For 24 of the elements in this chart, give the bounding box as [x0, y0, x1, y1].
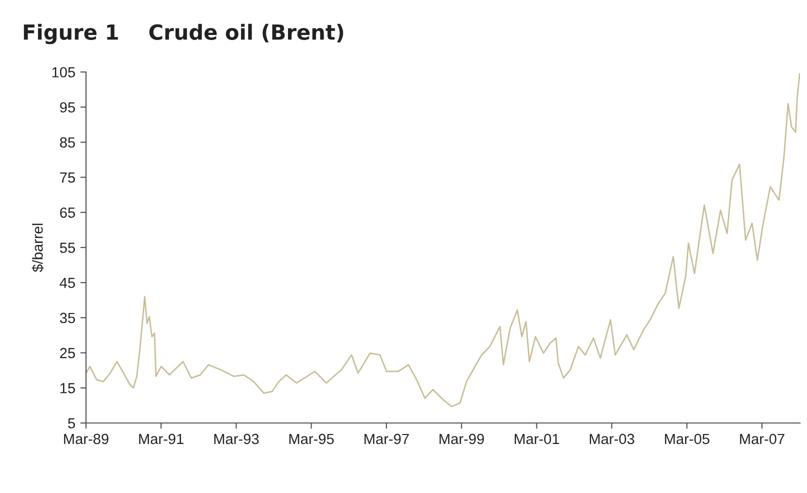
y-tick-label: 5 — [68, 418, 75, 428]
y-tick-label: 85 — [60, 137, 75, 148]
y-tick-label: 45 — [60, 278, 75, 288]
y-tick-label: 15 — [60, 383, 75, 394]
x-tick-label: Mar-91 — [139, 434, 184, 444]
x-tick-label: Mar-05 — [664, 434, 710, 444]
y-tick-label: 75 — [60, 172, 75, 183]
x-tick-label: Mar-99 — [440, 434, 484, 444]
y-axis-title: $/barrel — [32, 224, 44, 272]
line-series — [86, 73, 800, 408]
y-tick-label: 95 — [60, 102, 75, 113]
x-tick-label: Mar-93 — [214, 434, 259, 444]
x-tick-label: Mar-95 — [289, 434, 334, 444]
x-tick-label: Mar-01 — [514, 434, 560, 444]
x-tick-label: Mar-97 — [364, 434, 409, 444]
y-tick-label: 105 — [52, 67, 75, 78]
x-tick-label: Mar-03 — [590, 434, 634, 444]
y-tick-label: 35 — [60, 312, 75, 324]
y-tick-label: 55 — [60, 242, 75, 253]
y-tick-label: 65 — [60, 208, 75, 218]
x-tick-label: Mar-07 — [740, 434, 784, 444]
y-tick-label: 25 — [60, 348, 75, 358]
chart-title: Figure 1 Crude oil (Brent) — [24, 24, 344, 44]
x-tick-label: Mar-89 — [64, 434, 108, 444]
